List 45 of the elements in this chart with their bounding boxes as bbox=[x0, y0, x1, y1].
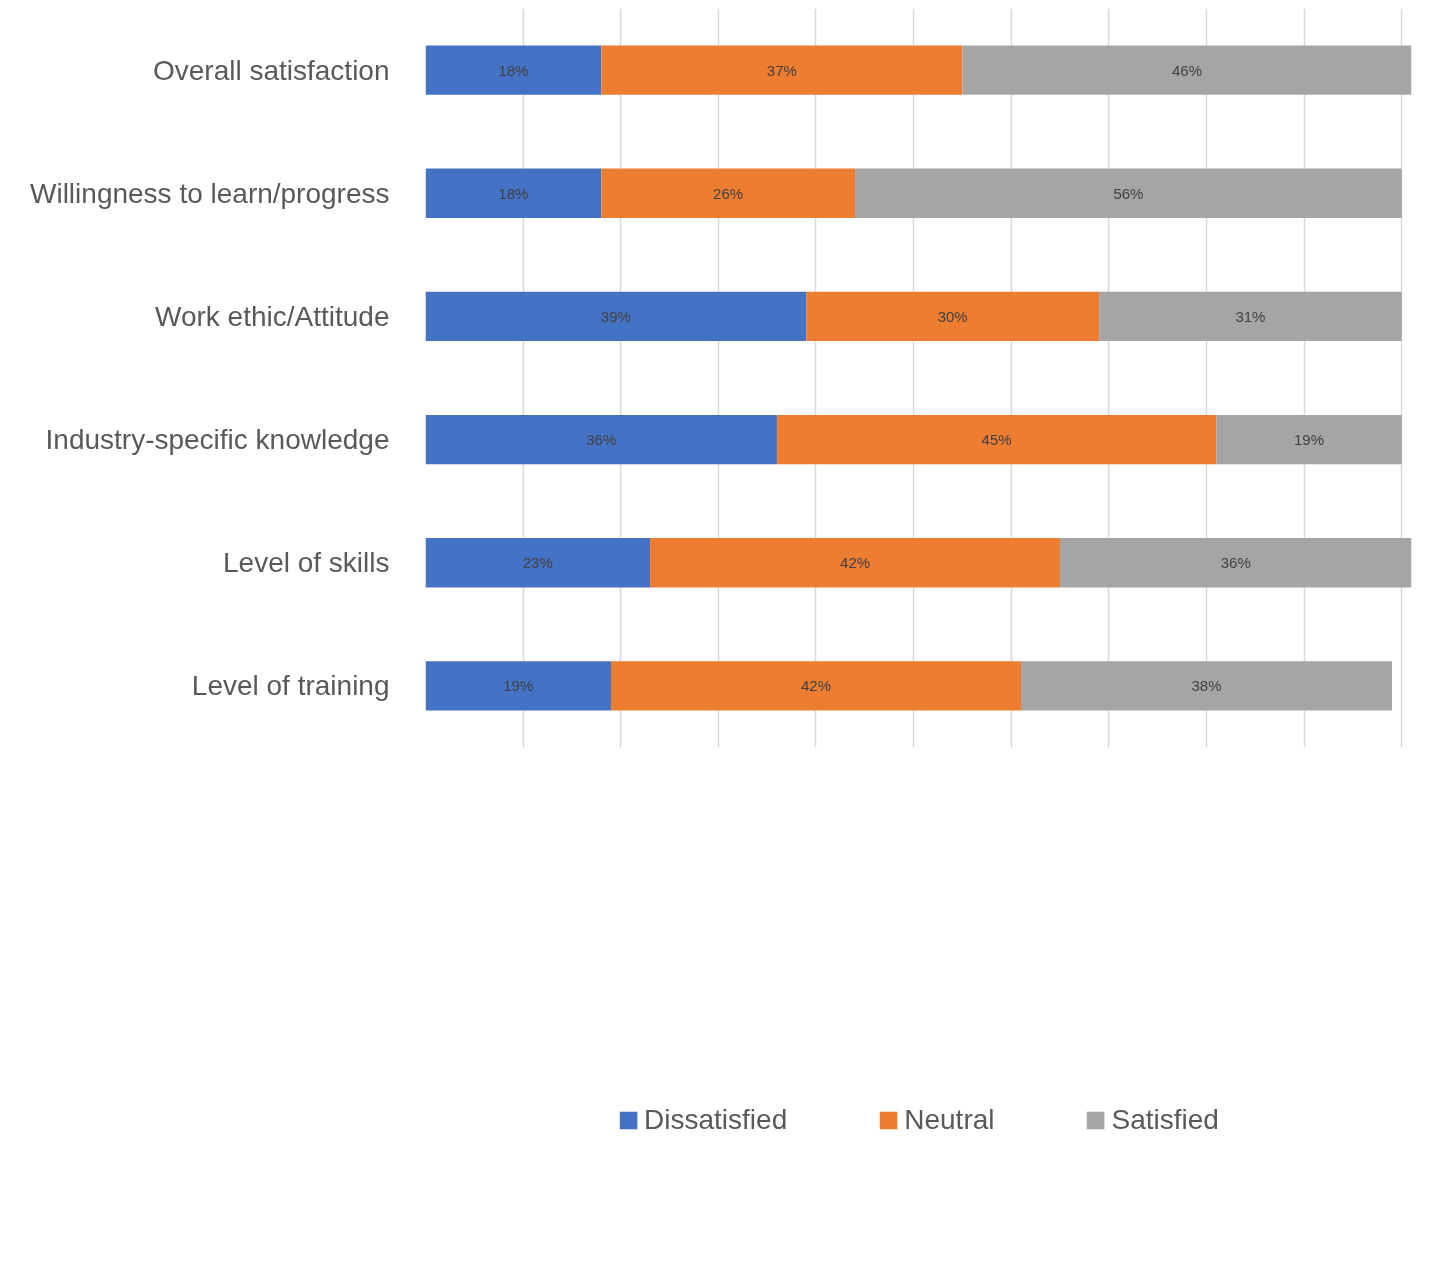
data-label: 39% bbox=[600, 307, 631, 325]
data-label: 37% bbox=[766, 61, 797, 79]
bar bbox=[1021, 661, 1392, 711]
data-label: 19% bbox=[503, 677, 534, 695]
data-label: 46% bbox=[1171, 61, 1202, 79]
data-label: 36% bbox=[1220, 554, 1251, 572]
bar bbox=[855, 168, 1402, 218]
bar bbox=[1099, 291, 1402, 342]
data-label: 38% bbox=[1191, 677, 1222, 695]
bar bbox=[962, 45, 1412, 95]
bar bbox=[425, 661, 611, 711]
y-tick-label: Level of training bbox=[191, 670, 390, 702]
bar bbox=[425, 45, 602, 95]
data-label: 18% bbox=[498, 61, 529, 79]
data-label: 19% bbox=[1293, 431, 1325, 449]
data-label: 26% bbox=[713, 184, 744, 202]
legend-label: Neutral bbox=[904, 1104, 995, 1136]
data-label: 42% bbox=[800, 677, 832, 695]
bar bbox=[776, 414, 1217, 465]
data-label: 56% bbox=[1113, 184, 1144, 202]
bar bbox=[425, 414, 777, 465]
bar bbox=[425, 538, 651, 588]
y-tick-label: Willingness to learn/progress bbox=[30, 177, 390, 209]
bar bbox=[806, 291, 1100, 342]
legend-label: Dissatisfied bbox=[644, 1104, 788, 1136]
y-tick-label: Level of skills bbox=[222, 547, 390, 579]
data-label: 45% bbox=[981, 431, 1012, 449]
bar bbox=[650, 538, 1061, 588]
data-label: 23% bbox=[522, 554, 553, 572]
data-label: 31% bbox=[1235, 307, 1266, 325]
legend-label: Satisfied bbox=[1111, 1104, 1219, 1136]
y-tick-label: Industry-specific knowledge bbox=[45, 424, 390, 456]
bar bbox=[1060, 538, 1412, 588]
bar bbox=[1216, 414, 1402, 465]
bar bbox=[601, 168, 856, 218]
bar bbox=[425, 291, 807, 342]
data-label: 18% bbox=[498, 184, 529, 202]
data-label: 30% bbox=[937, 307, 968, 325]
data-label: 42% bbox=[840, 554, 871, 572]
bar bbox=[425, 168, 602, 218]
y-tick-label: Work ethic/Attitude bbox=[155, 300, 390, 332]
bar bbox=[610, 661, 1021, 711]
bar bbox=[601, 45, 963, 95]
y-tick-label: Overall satisfaction bbox=[152, 54, 390, 86]
data-label: 36% bbox=[586, 431, 617, 449]
